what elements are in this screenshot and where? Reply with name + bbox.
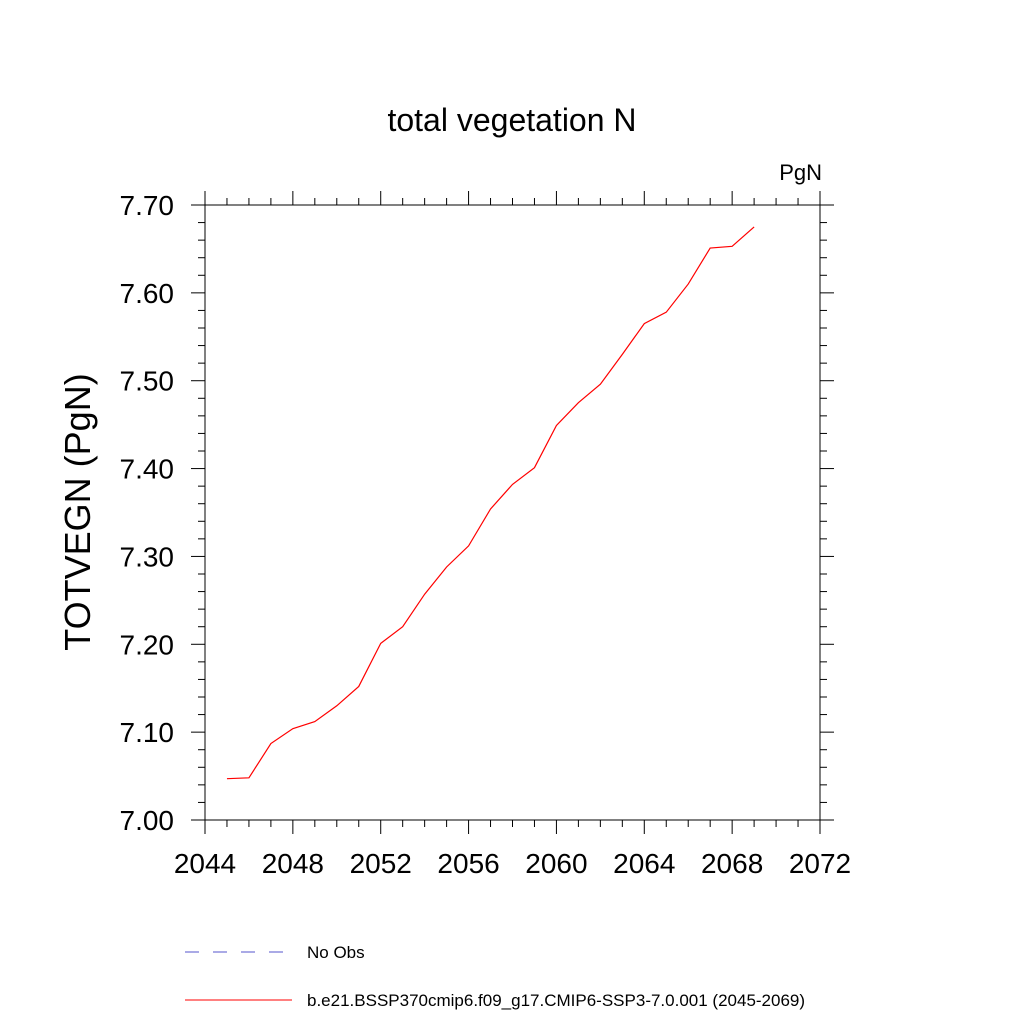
- x-tick-label: 2048: [262, 848, 324, 879]
- chart-title: total vegetation N: [387, 102, 636, 138]
- y-tick-label: 7.00: [120, 805, 175, 836]
- y-tick-label: 7.70: [120, 190, 175, 221]
- y-tick-label: 7.10: [120, 717, 175, 748]
- axis-ticks: [191, 191, 834, 834]
- x-tick-label: 2056: [437, 848, 499, 879]
- x-tick-label: 2052: [350, 848, 412, 879]
- y-tick-label: 7.60: [120, 278, 175, 309]
- x-tick-label: 2072: [789, 848, 851, 879]
- units-label: PgN: [779, 160, 822, 185]
- y-tick-label: 7.40: [120, 454, 175, 485]
- tick-labels: 2044 2048 2052 2056 2060 2064 2068 2072 7.00 7.10…: [120, 190, 852, 879]
- x-tick-label: 2068: [701, 848, 763, 879]
- legend: No Obs b.e21.BSSP370cmip6.f09_g17.CMIP6-S…: [185, 943, 805, 1010]
- y-axis-label: TOTVEGN (PgN): [57, 373, 98, 650]
- legend-label: No Obs: [307, 943, 365, 962]
- x-tick-label: 2060: [525, 848, 587, 879]
- x-tick-label: 2064: [613, 848, 675, 879]
- y-tick-label: 7.50: [120, 366, 175, 397]
- series-line-0: [226, 226, 755, 780]
- series-layer: [226, 226, 755, 780]
- legend-label: b.e21.BSSP370cmip6.f09_g17.CMIP6-SSP3-7.…: [307, 991, 805, 1010]
- x-tick-label: 2044: [174, 848, 236, 879]
- y-tick-label: 7.20: [120, 629, 175, 660]
- y-tick-label: 7.30: [120, 541, 175, 572]
